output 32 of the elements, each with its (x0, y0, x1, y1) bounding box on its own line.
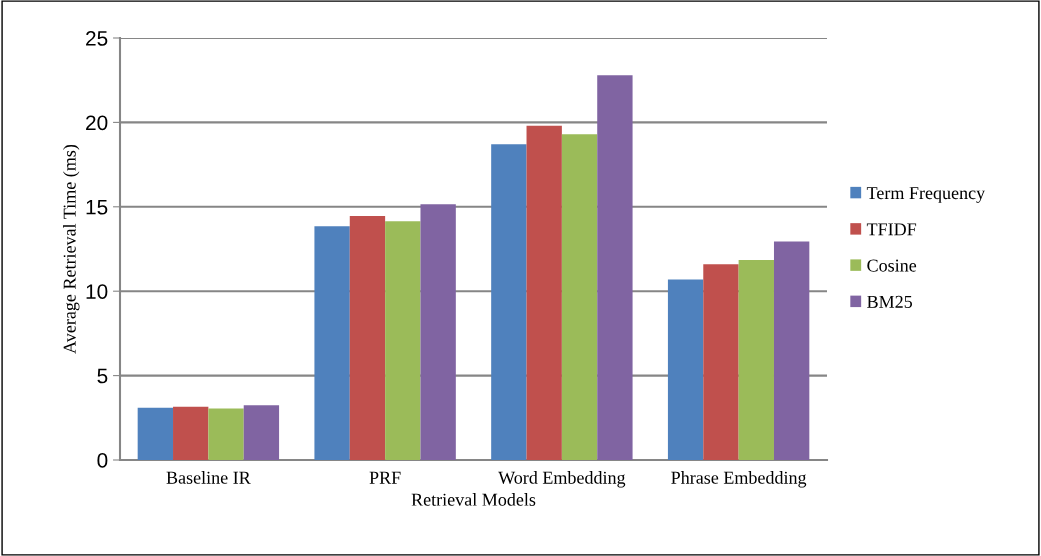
x-tick-label: Baseline IR (166, 471, 251, 484)
bar (137, 407, 174, 460)
y-tick-label: 0 (97, 453, 108, 468)
bar (526, 125, 562, 460)
x-axis-title: Retrieval Models (411, 493, 536, 506)
y-tick-label: 15 (86, 200, 108, 215)
x-tick-label: Word Embedding (498, 471, 626, 488)
bar (667, 279, 704, 460)
bar (385, 221, 421, 460)
bar (491, 144, 527, 460)
x-tick-label: Phrase Embedding (671, 471, 807, 488)
bar (597, 75, 633, 460)
bar (703, 264, 739, 460)
bar (561, 134, 598, 460)
y-tick-label: 25 (86, 31, 108, 46)
bar (208, 408, 244, 460)
legend-label: BM25 (867, 295, 913, 308)
y-tick-label: 5 (97, 368, 108, 384)
bar (314, 226, 350, 460)
y-axis-title: Average Retrieval Time (ms) (63, 144, 80, 354)
x-tick-label: PRF (369, 471, 401, 484)
bar (349, 216, 386, 460)
y-tick-label: 10 (86, 284, 108, 299)
legend-label: TFIDF (866, 223, 917, 236)
bar (173, 406, 209, 460)
y-tick-label: 20 (86, 115, 108, 131)
legend-label: Cosine (867, 259, 917, 272)
bar (738, 259, 774, 460)
bar (420, 204, 456, 460)
bar (773, 241, 810, 460)
bar (243, 405, 280, 460)
legend-label: Term Frequency (866, 187, 986, 203)
